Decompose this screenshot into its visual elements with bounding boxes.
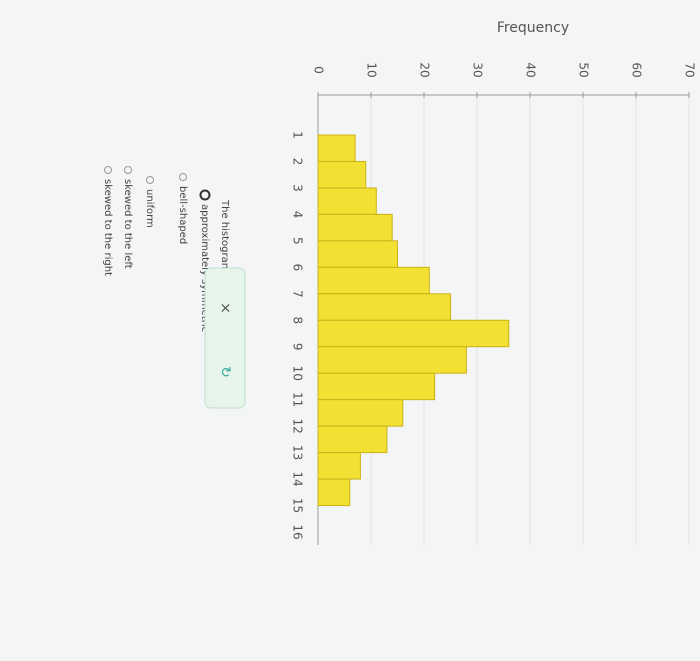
x-tick-label: 7 <box>291 290 305 298</box>
reset-button[interactable]: ↻ <box>217 366 233 378</box>
bar <box>317 160 367 189</box>
radio-button[interactable] <box>199 189 211 201</box>
bar <box>317 399 404 427</box>
x-tick-label: 11 <box>291 392 305 407</box>
option-label[interactable]: skewed to the right <box>102 179 113 276</box>
radio-button[interactable] <box>179 173 187 181</box>
x-tick-label: 12 <box>291 418 305 433</box>
question: The histogram is approximately symmetric… <box>102 166 230 332</box>
prompt: The histogram is <box>219 199 230 284</box>
x-tick-label: 3 <box>291 184 305 192</box>
bar <box>317 452 361 480</box>
radio-button[interactable] <box>104 166 112 174</box>
bar <box>317 213 393 242</box>
x-tick-label: 4 <box>291 211 305 219</box>
bar <box>317 346 467 374</box>
bar <box>317 266 430 295</box>
x-tick-label: 13 <box>291 445 305 460</box>
bar <box>317 293 451 321</box>
radio-button[interactable] <box>124 166 132 174</box>
x-tick-label: 1 <box>291 131 305 139</box>
option-label[interactable]: bell-shaped <box>177 186 188 244</box>
bar <box>317 134 356 162</box>
y-tick-label: 20 <box>418 62 432 77</box>
x-tick-label: 6 <box>291 264 305 272</box>
x-tick-label: 15 <box>291 498 305 513</box>
answer-check-panel <box>204 267 246 409</box>
y-tick-label: 60 <box>630 62 644 77</box>
bar <box>317 372 436 401</box>
bar <box>317 425 388 454</box>
y-tick-label: 50 <box>577 62 591 77</box>
x-tick-label: 9 <box>291 343 305 351</box>
x-tick-label: 5 <box>291 237 305 245</box>
y-tick-label: 70 <box>683 62 697 77</box>
option-label[interactable]: approximately symmetric <box>199 204 210 332</box>
bar <box>317 240 398 268</box>
bar <box>317 478 351 507</box>
y-tick-label: 30 <box>471 62 485 77</box>
x-tick-label: 10 <box>291 366 305 381</box>
y-tick-label: 40 <box>524 62 538 77</box>
x-tick-label: 16 <box>291 524 305 539</box>
x-tick-label: 8 <box>291 316 305 324</box>
x-tick-label: 2 <box>291 158 305 166</box>
option-label[interactable]: uniform <box>144 189 155 228</box>
bar <box>317 319 510 348</box>
option-label[interactable]: skewed to the left <box>122 179 133 269</box>
clear-button[interactable]: × <box>217 302 233 314</box>
bar <box>317 187 377 215</box>
x-tick-label: 14 <box>291 471 305 486</box>
axis-title: Frequency <box>497 20 569 36</box>
radio-button[interactable] <box>146 176 154 184</box>
y-tick-label: 10 <box>365 62 379 77</box>
y-tick-label: 0 <box>312 66 326 74</box>
